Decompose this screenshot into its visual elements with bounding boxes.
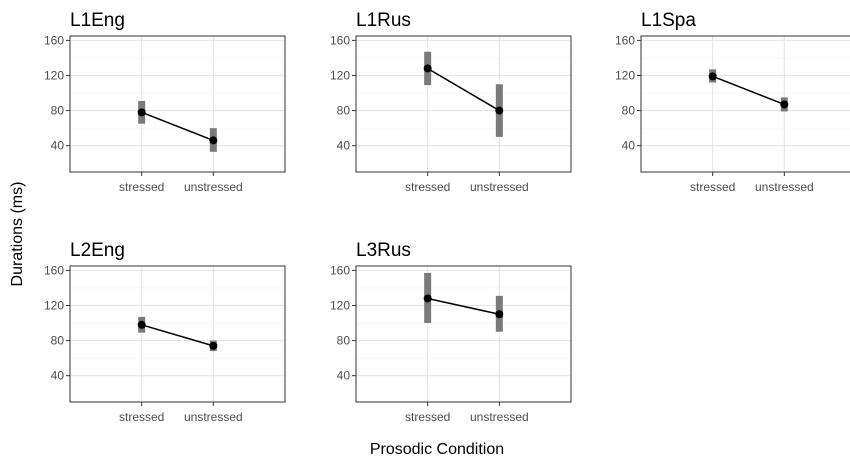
y-tick-label: 80 — [337, 334, 351, 348]
panel-l1spa: L1Spa 40 80 120 160 stressed unstressed — [615, 10, 850, 194]
x-tick-label: stressed — [690, 180, 735, 194]
mean-point — [209, 341, 218, 350]
panel-l1eng: L1Eng 40 80 120 160 stressed unstressed — [44, 10, 286, 194]
x-tick-label: unstressed — [184, 410, 243, 424]
y-tick-label: 40 — [337, 369, 351, 383]
x-tick-label: unstressed — [184, 180, 243, 194]
y-tick-label: 120 — [44, 68, 64, 82]
panel-l3rus: L3Rus 40 80 120 160 stressed unstressed — [330, 240, 572, 424]
y-tick-label: 40 — [51, 369, 65, 383]
panel-title: L1Eng — [70, 10, 125, 31]
y-axis-title: Durations (ms) — [9, 182, 26, 287]
panel-border — [355, 35, 572, 173]
y-tick-label: 120 — [330, 298, 350, 312]
x-tick-label: stressed — [405, 180, 450, 194]
panel-title: L3Rus — [356, 240, 411, 261]
panel-border — [69, 265, 286, 403]
series-line — [141, 324, 214, 347]
mean-point — [423, 294, 432, 303]
y-tick-label: 160 — [615, 33, 635, 47]
x-tick-label: stressed — [119, 410, 164, 424]
panel-border — [355, 265, 572, 403]
y-tick-label: 160 — [44, 33, 64, 47]
y-tick-label: 160 — [330, 33, 350, 47]
y-tick-label: 160 — [330, 263, 350, 277]
series-line — [427, 297, 500, 315]
y-tick-label: 120 — [44, 298, 64, 312]
series-line — [141, 111, 214, 142]
mean-point — [495, 106, 504, 115]
mean-point — [708, 72, 717, 81]
x-tick-label: unstressed — [470, 180, 529, 194]
y-tick-label: 80 — [51, 334, 65, 348]
panels: L1Eng 40 80 120 160 stressed unstressed L1Rus 40… — [44, 10, 850, 424]
y-tick-label: 80 — [622, 104, 636, 118]
y-tick-label: 160 — [44, 263, 64, 277]
mean-point — [780, 100, 789, 109]
panel-title: L2Eng — [70, 240, 125, 261]
series-line — [427, 67, 500, 112]
y-tick-label: 120 — [330, 68, 350, 82]
panel-l1rus: L1Rus 40 80 120 160 stressed unstressed — [330, 10, 572, 194]
mean-point — [209, 136, 218, 145]
x-tick-label: stressed — [119, 180, 164, 194]
y-tick-label: 40 — [51, 139, 65, 153]
panel-border — [69, 35, 286, 173]
panel-title: L1Spa — [641, 10, 696, 31]
mean-point — [137, 108, 146, 117]
panel-border — [640, 35, 850, 173]
mean-point — [137, 320, 146, 329]
y-tick-label: 120 — [615, 68, 635, 82]
y-tick-label: 80 — [337, 104, 351, 118]
x-tick-label: unstressed — [755, 180, 814, 194]
y-tick-label: 40 — [622, 139, 636, 153]
panel-title: L1Rus — [356, 10, 411, 31]
y-tick-label: 80 — [51, 104, 65, 118]
x-axis-title: Prosodic Condition — [370, 441, 504, 458]
mean-point — [423, 64, 432, 73]
series-line — [712, 75, 785, 106]
x-tick-label: unstressed — [470, 410, 529, 424]
panel-l2eng: L2Eng 40 80 120 160 stressed unstressed — [44, 240, 286, 424]
mean-point — [495, 310, 504, 319]
x-tick-label: stressed — [405, 410, 450, 424]
y-tick-label: 40 — [337, 139, 351, 153]
